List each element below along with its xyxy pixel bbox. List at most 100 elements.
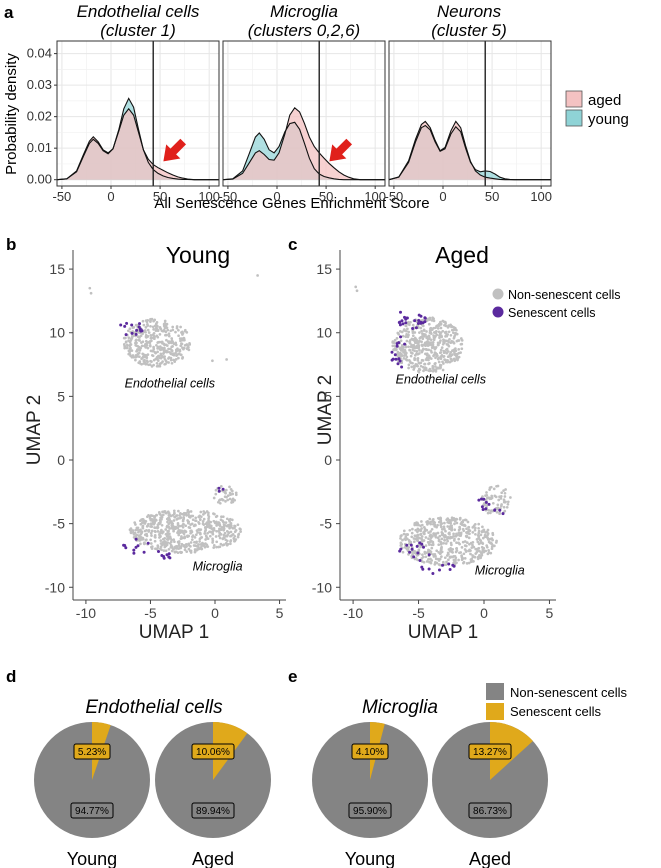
non-senescent-cell-point [433,362,437,366]
cluster-annotation: Endothelial cells [396,373,486,387]
non-senescent-cell-point [420,527,423,530]
non-senescent-cell-point [202,523,206,526]
density-area-aged [389,121,551,180]
non-senescent-cell-point [419,326,423,330]
non-senescent-cell-point [145,356,149,360]
density-line-aged [56,107,219,181]
non-senescent-cell-point [440,346,444,349]
non-senescent-cell-point [225,524,229,528]
non-senescent-cell-point [89,291,93,295]
non-senescent-cell-point [159,534,162,538]
non-senescent-cell-point [400,349,404,352]
pie-value-label: 10.06% [196,747,230,758]
non-senescent-cell-point [161,537,165,541]
non-senescent-cell-point [458,533,461,537]
non-senescent-cell-point [464,518,468,522]
non-senescent-cell-point [421,324,425,328]
non-senescent-cell-point [156,545,160,549]
non-senescent-cell-point [123,345,127,349]
non-senescent-cell-point [228,485,231,489]
non-senescent-cell-point [138,361,142,365]
non-senescent-cell-point [397,355,401,358]
pie-legend-label-senescent: Senescent cells [510,704,602,719]
non-senescent-cell-point [172,353,176,357]
non-senescent-cell-point [478,538,482,542]
non-senescent-cell-point [167,511,171,515]
non-senescent-cell-point [142,355,146,359]
facet-subtitle-neurons: (cluster 5) [431,21,507,40]
non-senescent-cell-point [194,533,198,537]
non-senescent-cell-point [431,553,435,556]
non-senescent-cell-point [443,556,447,560]
senescent-cell-point [130,323,134,327]
non-senescent-cell-point [422,329,426,332]
non-senescent-cell-point [215,529,218,533]
non-senescent-cell-point [473,555,477,559]
non-senescent-cell-point [428,362,431,365]
non-senescent-cell-point [164,330,168,334]
non-senescent-cell-point [151,514,154,518]
non-senescent-cell-point [185,343,189,346]
non-senescent-cell-point [225,543,229,547]
non-senescent-cell-point [433,523,437,527]
non-senescent-cell-point [132,355,136,359]
non-senescent-cell-point [420,535,424,538]
non-senescent-cell-point [450,519,453,522]
non-senescent-cell-point [431,518,435,522]
senescent-cell-point [135,328,139,332]
pie-label-box [468,802,512,819]
non-senescent-cell-point [420,340,423,344]
non-senescent-cell-point [177,334,180,338]
non-senescent-cell-point [176,526,180,530]
non-senescent-cell-point [145,528,148,532]
non-senescent-cell-point [424,544,428,547]
non-senescent-cell-point [430,527,434,531]
non-senescent-cell-point [139,522,143,526]
non-senescent-cell-point [188,343,192,346]
non-senescent-cell-point [427,531,430,534]
pie-label-box [348,802,392,819]
non-senescent-cell-point [446,360,449,364]
non-senescent-cell-point [419,532,423,536]
non-senescent-cell-point [480,553,484,557]
non-senescent-cell-point [427,537,430,541]
non-senescent-cell-point [473,526,477,530]
non-senescent-cell-point [434,356,437,360]
non-senescent-cell-point [131,529,135,532]
non-senescent-cell-point [413,523,417,527]
non-senescent-cell-point [431,364,435,368]
non-senescent-cell-point [150,529,154,533]
non-senescent-cell-point [212,512,215,515]
senescent-cell-point [146,541,150,545]
senescent-cell-point [404,321,408,325]
non-senescent-cell-point [256,274,259,277]
non-senescent-cell-point [170,348,174,352]
non-senescent-cell-point [419,361,423,365]
non-senescent-cell-point [427,521,431,525]
non-senescent-cell-point [146,346,150,350]
non-senescent-cell-point [184,542,188,546]
non-senescent-cell-point [138,535,141,538]
senescent-cell-point [167,552,171,556]
non-senescent-cell-point [481,495,484,498]
non-senescent-cell-point [444,529,447,533]
non-senescent-cell-point [137,537,141,541]
y-tick-label: 5 [57,388,65,404]
senescent-cell-point [423,320,427,324]
non-senescent-cell-point [155,355,159,359]
non-senescent-cell-point [163,545,167,549]
non-senescent-cell-point [156,350,159,354]
x-tick-label: 0 [107,189,114,204]
x-tick-label: -50 [53,189,72,204]
non-senescent-cell-point [149,538,152,542]
non-senescent-cell-point [165,338,168,342]
non-senescent-cell-point [450,328,454,332]
density-x-axis-title: All Senescence Genes Enrichment Score [154,195,429,212]
legend-swatch-young [565,109,583,127]
non-senescent-cell-point [173,550,177,554]
non-senescent-cell-point [229,488,233,491]
non-senescent-cell-point [233,524,236,528]
non-senescent-cell-point [193,550,197,554]
non-senescent-cell-point [412,343,416,347]
non-senescent-cell-point [417,352,421,355]
